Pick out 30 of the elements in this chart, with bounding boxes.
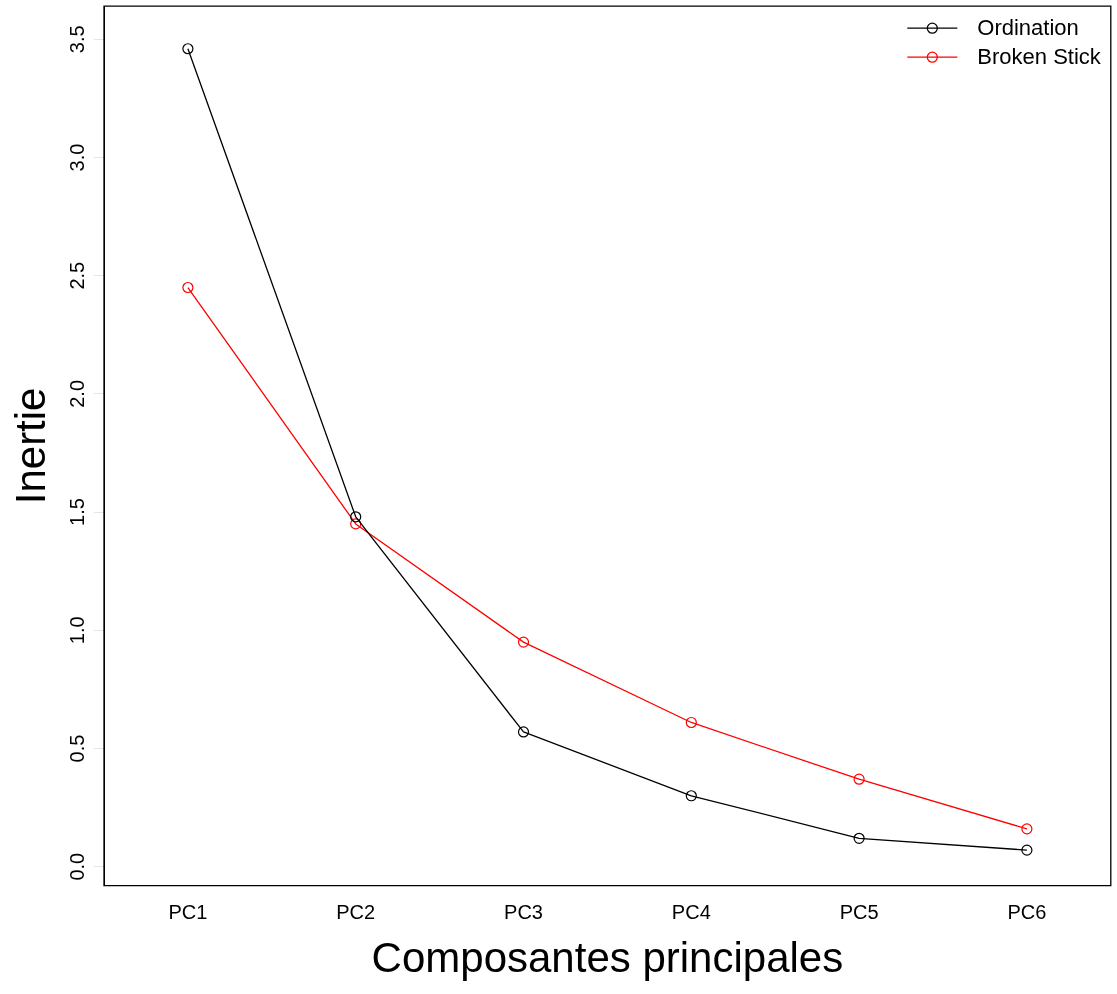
x-tick-label: PC6	[1007, 901, 1047, 924]
point	[1021, 844, 1033, 856]
x-tick-label: PC1	[168, 901, 208, 924]
point	[1021, 823, 1033, 835]
point	[685, 790, 697, 802]
point	[350, 511, 362, 523]
x-axis-title: Composantes principales	[371, 934, 844, 982]
y-tick-label: 2.5	[65, 261, 88, 290]
point	[685, 716, 697, 729]
point	[182, 281, 194, 294]
x-tick-label: PC5	[839, 901, 879, 924]
y-tick-label: 3.5	[65, 25, 88, 54]
y-tick-label: 3.0	[65, 143, 88, 172]
legend-label: Ordination	[977, 15, 1079, 41]
point	[853, 773, 865, 785]
point	[350, 518, 362, 530]
legend-label: Broken Stick	[977, 44, 1102, 70]
point	[182, 43, 194, 55]
y-tick-label: 0.5	[65, 734, 88, 763]
x-tick-label: PC2	[336, 901, 376, 924]
x-tick-label: PC3	[504, 901, 543, 924]
point	[517, 636, 530, 648]
x-tick-label: PC4	[671, 901, 711, 924]
y-tick-label: 0.0	[65, 852, 88, 881]
point	[517, 726, 530, 738]
y-tick-label: 1.5	[65, 498, 88, 526]
y-axis-title: Inertie	[6, 387, 54, 505]
y-tick-label: 2.0	[65, 379, 88, 408]
y-tick-label: 1.0	[65, 616, 88, 645]
point	[853, 832, 865, 844]
